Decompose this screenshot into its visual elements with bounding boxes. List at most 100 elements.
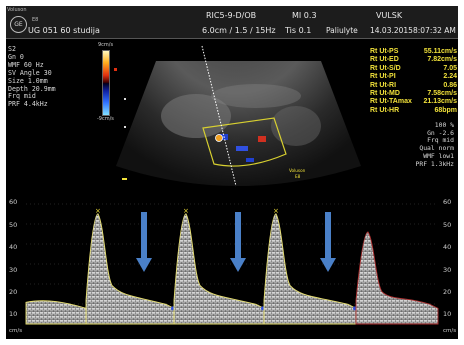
scale-tick-right: 30 <box>443 266 452 274</box>
measurement-row: Rt Ut-MD 7.58cm/s <box>370 90 457 98</box>
measurement-row: Rt Ut-RI 0.86 <box>370 82 457 90</box>
measurement-label: Rt Ut-S/D <box>370 64 401 72</box>
sample-volume-gate <box>215 134 223 142</box>
doppler-spectrum: × × × <box>25 203 439 325</box>
measurement-row: Rt Ut-TAmax 21.13cm/s <box>370 98 457 106</box>
scale-tick-left: 40 <box>9 243 18 251</box>
bmode-sector-image <box>116 45 361 187</box>
scale-tick-left: 60 <box>9 198 18 206</box>
measurement-value: 7.82cm/s <box>427 56 457 64</box>
annotation-arrows <box>136 212 336 272</box>
scale-tick-left: 30 <box>9 266 18 274</box>
patient-name: UG 051 60 studija <box>28 26 100 35</box>
measurement-value: 0.86 <box>443 81 457 89</box>
depth-marker <box>114 68 117 71</box>
color-flow <box>258 136 266 142</box>
param-line: WMF low1 <box>423 151 454 160</box>
header-bar: GE Voluson E8 UG 051 60 studija RIC5-9-D… <box>6 6 458 39</box>
operator-name: Paliulyte <box>326 26 358 35</box>
measurement-row: Rt Ut-PI 2.24 <box>370 73 457 81</box>
measurement-label: Rt Ut-RI <box>370 81 397 89</box>
param-line: PRF 4.4kHz <box>8 100 48 109</box>
param-line: PRF 1.3kHz <box>415 159 454 168</box>
scale-tick-right: 10 <box>443 310 452 318</box>
doppler-cursor-line <box>201 45 237 187</box>
peak-systolic-marker: × <box>273 207 279 215</box>
color-bar-bottom-label: -9cm/s <box>97 116 114 122</box>
param-line: 100 % <box>434 121 454 129</box>
param-line: Gn 0 <box>8 52 24 61</box>
doppler-parameters: 100 % Gn -2.6 Frq mid Qual norm WMF low1… <box>396 121 454 168</box>
annotation-arrow <box>320 212 336 272</box>
measurement-label: Rt Ut-MD <box>370 89 400 97</box>
measurement-row: Rt Ut-S/D 7.05 <box>370 65 457 73</box>
measurement-label: Rt Ut-TAmax <box>370 98 412 106</box>
measurement-row: Rt Ut-ED 7.82cm/s <box>370 56 457 64</box>
scale-unit-left: cm/s <box>9 328 23 334</box>
color-flow <box>218 134 228 140</box>
param-line: Gn -2.6 <box>427 128 454 137</box>
measurement-value: 7.58cm/s <box>427 89 457 97</box>
mode-label: VULSK <box>376 11 403 20</box>
param-line: WMF 60 Hz <box>8 60 44 69</box>
mi-index: MI 0.3 <box>292 11 317 20</box>
scale-unit-right: cm/s <box>443 328 457 334</box>
tissue-echo <box>271 106 321 146</box>
param-line: Depth 20.9mm <box>8 84 56 93</box>
waveform-leading-segment <box>25 300 87 325</box>
scale-tick-right: 40 <box>443 243 452 251</box>
peak-systolic-marker: × <box>95 207 101 215</box>
color-flow <box>246 158 254 162</box>
waveform-cycle <box>355 231 439 325</box>
left-parameters: S2 Gn 0 WMF 60 Hz SV Angle 30 Size 1.0mm… <box>8 45 56 109</box>
measurement-label: Rt Ut-PI <box>370 73 396 81</box>
color-bar-top-label: 9cm/s <box>98 42 114 48</box>
probe-settings: 6.0cm / 1.5 / 15Hz <box>202 26 276 35</box>
waveform-cycle <box>173 213 265 325</box>
doppler-waveform: × × × <box>25 207 439 325</box>
exam-date: 14.03.2015 <box>370 26 413 35</box>
waveform-cycle <box>263 213 357 325</box>
exam-time: 8:07:32 AM <box>413 26 456 35</box>
peak-systolic-marker: × <box>183 207 189 215</box>
param-line: Qual norm <box>419 144 454 153</box>
measurement-value: 21.13cm/s <box>423 98 457 106</box>
measurement-label: Rt Ut-PS <box>370 48 399 55</box>
logo-sub: E8 <box>32 17 39 23</box>
probe-name: RIC5-9-D/OB <box>206 11 257 20</box>
color-flow <box>236 146 248 151</box>
depth-marker <box>124 98 126 100</box>
scale-tick-left: 10 <box>9 310 18 318</box>
param-line: Frq mid <box>427 136 454 145</box>
probe-mark-line2: E8 <box>295 174 301 179</box>
param-line: SV Angle 30 <box>8 68 52 77</box>
annotation-arrow <box>230 212 246 272</box>
probe-mark-line1: Voluson <box>289 168 306 173</box>
measurement-value: 68bpm <box>434 106 457 114</box>
measurement-label: Rt Ut-ED <box>370 56 399 64</box>
param-line: Frq mid <box>8 92 36 101</box>
scale-tick-right: 50 <box>443 221 452 229</box>
depth-marker <box>124 126 126 128</box>
annotation-arrow <box>136 212 152 272</box>
scale-tick-left: 20 <box>9 288 18 296</box>
scale-tick-left: 50 <box>9 221 18 229</box>
measurement-panel: Rt Ut-PS 55.11cm/s Rt Ut-ED 7.82cm/s Rt Ut… <box>370 48 457 115</box>
color-velocity-bar <box>102 50 110 116</box>
tis-index: Tis 0.1 <box>285 26 312 35</box>
color-box <box>202 117 287 167</box>
measurement-row: Rt Ut-HR 68bpm <box>370 107 457 115</box>
ultrasound-screen: GE Voluson E8 UG 051 60 studija RIC5-9-D… <box>6 6 458 339</box>
tissue-echo <box>211 84 301 108</box>
param-line: S2 <box>8 45 16 53</box>
logo-text: Voluson <box>7 7 27 13</box>
waveform-cycle <box>85 213 175 325</box>
scale-tick-right: 60 <box>443 198 452 206</box>
focus-marker <box>122 178 127 180</box>
scale-tick-right: 20 <box>443 288 452 296</box>
measurement-label: Rt Ut-HR <box>370 106 400 114</box>
ge-logo-icon: GE <box>10 16 27 33</box>
measurement-value: 2.24 <box>443 73 457 81</box>
measurement-value: 7.05 <box>443 64 457 72</box>
param-line: Size 1.0mm <box>8 76 48 85</box>
